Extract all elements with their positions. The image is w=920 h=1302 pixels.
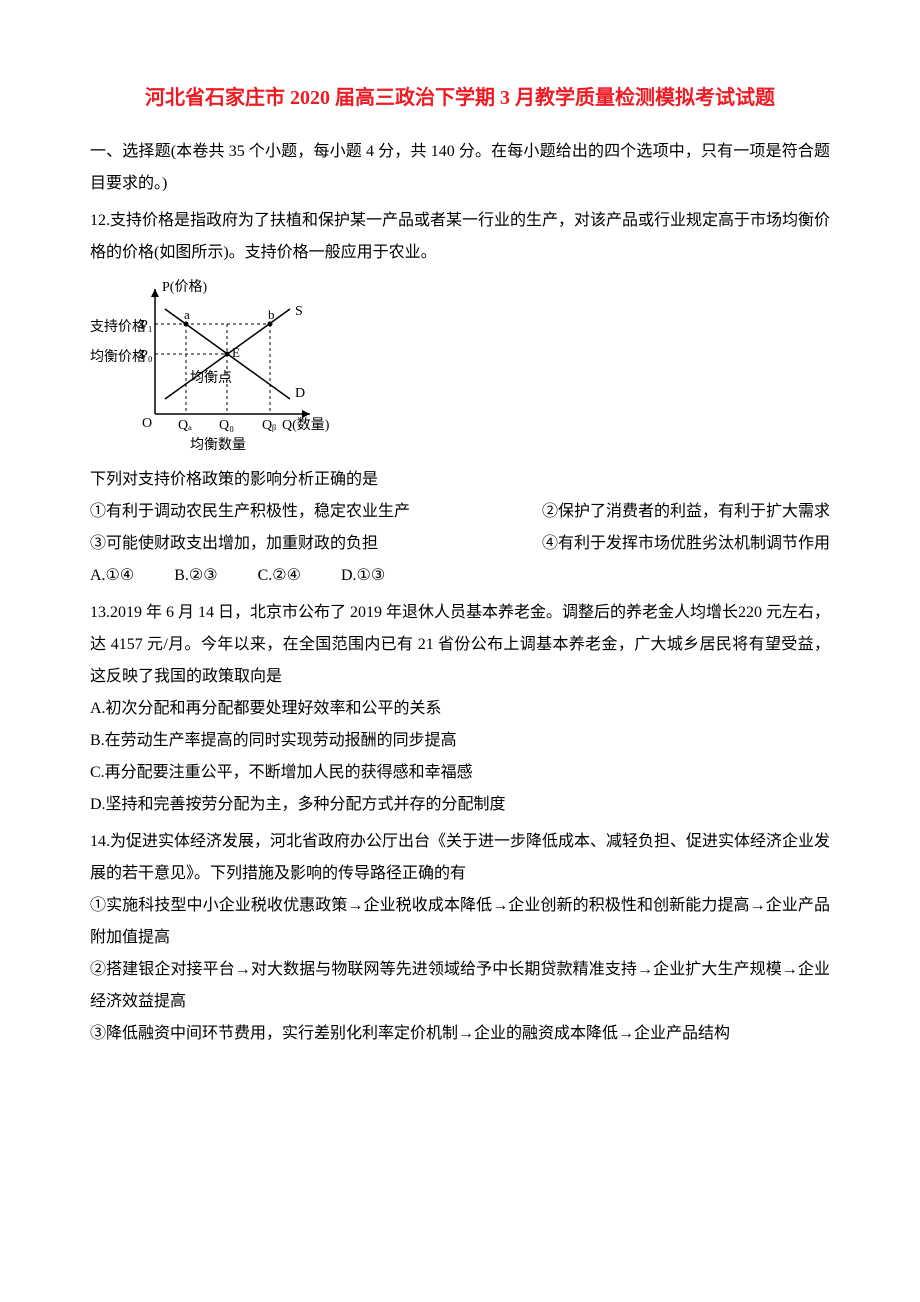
q14-statement-2: ②搭建银企对接平台→对大数据与物联网等先进领域给予中长期贷款精准支持→企业扩大生… [90, 954, 830, 1018]
q12-statement-3: ③可能使财政支出增加，加重财政的负担 [90, 528, 378, 560]
q12-stem: 12.支持价格是指政府为了扶植和保护某一产品或者某一行业的生产，对该产品或行业规… [90, 205, 830, 269]
supply-label: S [295, 304, 303, 319]
q14-stem: 14.为促进实体经济发展，河北省政府办公厅出台《关于进一步降低成本、减轻负担、促… [90, 826, 830, 890]
point-e-label: E [232, 345, 240, 360]
q14-statement-1: ①实施科技型中小企业税收优惠政策→企业税收成本降低→企业创新的积极性和创新能力提… [90, 890, 830, 954]
qb-label: Qᵦ [262, 418, 276, 433]
y-axis-label: P(价格) [162, 279, 207, 295]
q0-label: Q₀ [219, 418, 234, 433]
q13-option-c: C.再分配要注重公平，不断增加人民的获得感和幸福感 [90, 757, 830, 789]
x-axis-label: Q(数量) [282, 417, 330, 433]
q12-options: A.①④ B.②③ C.②④ D.①③ [90, 560, 830, 592]
q12-option-d: D.①③ [341, 560, 385, 592]
eq-point-label: 均衡点 [190, 370, 232, 386]
q12-statement-2: ②保护了消费者的利益，有利于扩大需求 [542, 496, 830, 528]
supply-demand-chart: P(价格) P₁ P₀ 支持价格 均衡价格 a b E S D O Qₐ Q₀ … [90, 279, 330, 454]
q12-option-c: C.②④ [258, 560, 301, 592]
qa-label: Qₐ [178, 418, 192, 433]
q12-option-b: B.②③ [174, 560, 217, 592]
q13-option-a: A.初次分配和再分配都要处理好效率和公平的关系 [90, 693, 830, 725]
q13-option-d: D.坚持和完善按劳分配为主，多种分配方式并存的分配制度 [90, 789, 830, 821]
point-b-label: b [268, 307, 275, 322]
demand-label: D [295, 386, 305, 401]
q12-statement-1: ①有利于调动农民生产积极性，稳定农业生产 [90, 496, 410, 528]
support-price-label: 支持价格 [90, 319, 146, 335]
q12-option-a: A.①④ [90, 560, 134, 592]
document-title: 河北省石家庄市 2020 届高三政治下学期 3 月教学质量检测模拟考试试题 [90, 80, 830, 116]
q13-option-b: B.在劳动生产率提高的同时实现劳动报酬的同步提高 [90, 725, 830, 757]
equilibrium-price-label: 均衡价格 [90, 349, 146, 365]
q12-statement-4: ④有利于发挥市场优胜劣汰机制调节作用 [542, 528, 830, 560]
origin-label: O [142, 416, 152, 431]
q13-stem: 13.2019 年 6 月 14 日，北京市公布了 2019 年退休人员基本养老… [90, 597, 830, 693]
point-a-label: a [184, 307, 190, 322]
q12-chart: P(价格) P₁ P₀ 支持价格 均衡价格 a b E S D O Qₐ Q₀ … [90, 279, 830, 454]
q12-prompt: 下列对支持价格政策的影响分析正确的是 [90, 464, 830, 496]
section-header: 一、选择题(本卷共 35 个小题，每小题 4 分，共 140 分。在每小题给出的… [90, 136, 830, 200]
q14-statement-3: ③降低融资中间环节费用，实行差别化利率定价机制→企业的融资成本降低→企业产品结构 [90, 1018, 830, 1050]
eq-qty-label: 均衡数量 [190, 437, 246, 453]
